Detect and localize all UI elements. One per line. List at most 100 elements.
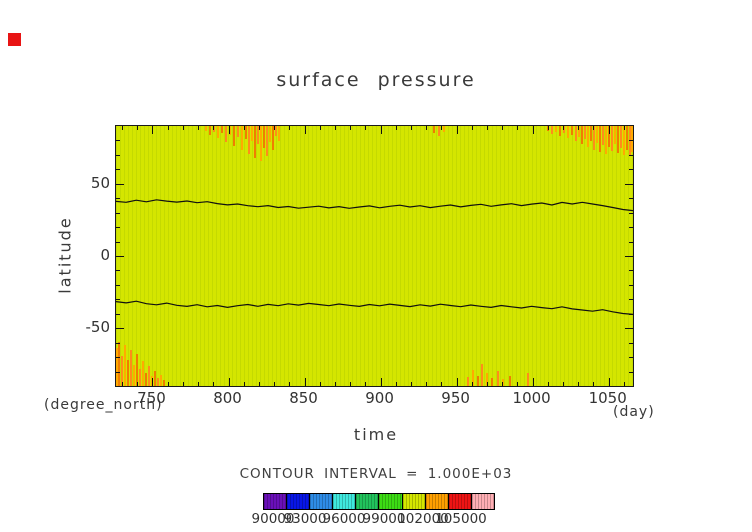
polar-streak [555, 126, 557, 132]
colorbar-label: 96000 [322, 511, 366, 527]
axis-tick-top [152, 126, 154, 134]
polar-streak [251, 126, 253, 141]
axis-tick-top [517, 126, 519, 130]
axis-tick-left [116, 183, 124, 185]
colorbar-segment [286, 494, 310, 509]
polar-streak [229, 126, 231, 135]
polar-streak [617, 126, 619, 153]
axis-tick-top [365, 126, 367, 130]
axis-tick-left [116, 284, 120, 286]
axis-tick-bottom [122, 382, 124, 386]
axis-tick-top [243, 126, 245, 130]
polar-streak [248, 126, 250, 154]
polar-streak [599, 126, 601, 152]
axis-tick-bottom [304, 378, 306, 386]
polar-streak [596, 126, 598, 143]
axis-tick-left [116, 313, 120, 315]
axis-tick-bottom [258, 382, 260, 386]
axis-tick-left [116, 371, 120, 373]
axis-tick-bottom [563, 382, 565, 386]
x-tick-label: 800 [213, 389, 242, 407]
red-indicator-square [8, 33, 21, 46]
axis-tick-top [608, 126, 610, 134]
axis-tick-bottom [532, 378, 534, 386]
axis-tick-right [629, 169, 633, 171]
axis-tick-top [198, 126, 200, 130]
axis-tick-right [625, 256, 633, 257]
polar-streak [221, 126, 223, 133]
axis-tick-bottom [334, 382, 336, 386]
axis-tick-left [116, 227, 120, 229]
polar-streak [241, 126, 243, 150]
chart-title: surface pressure [276, 69, 476, 91]
axis-tick-left [116, 212, 120, 214]
polar-streak [608, 126, 610, 147]
polar-streak [611, 126, 613, 151]
colorbar-segment [447, 494, 471, 509]
x-tick-label: 900 [365, 389, 394, 407]
axis-tick-bottom [289, 382, 291, 386]
x-axis-unit-label: (day) [613, 404, 655, 420]
axis-tick-right [629, 299, 633, 301]
polar-streak [567, 126, 569, 138]
polar-streak [631, 126, 633, 152]
axis-tick-left [116, 256, 124, 257]
axis-tick-top [426, 126, 428, 130]
axis-tick-left [116, 198, 120, 200]
axis-tick-bottom [578, 382, 580, 386]
polar-streak [614, 126, 616, 144]
colorbar-segment [332, 494, 356, 509]
polar-streak [509, 376, 511, 386]
axis-tick-bottom [380, 378, 382, 386]
polar-streak [559, 126, 561, 136]
axis-tick-top [137, 126, 139, 130]
polar-streak [602, 126, 604, 145]
y-tick-label: 0 [100, 246, 110, 264]
axis-tick-top [350, 126, 352, 130]
polar-streak [127, 360, 129, 386]
axis-tick-top [532, 126, 534, 134]
colorbar-segment [401, 494, 425, 509]
polar-streak [121, 356, 123, 386]
axis-tick-bottom [228, 378, 230, 386]
x-tick-label: 750 [137, 389, 166, 407]
axis-tick-bottom [365, 382, 367, 386]
axis-tick-right [629, 227, 633, 229]
colorbar-label: 93000 [283, 511, 327, 527]
polar-streak [491, 378, 493, 386]
x-tick-label: 1000 [512, 389, 551, 407]
axis-tick-left [116, 328, 124, 330]
polar-streak [275, 126, 277, 136]
polar-streak [443, 126, 445, 132]
polar-streak [237, 126, 239, 137]
axis-tick-bottom [593, 382, 595, 386]
polar-streak [209, 126, 211, 135]
axis-tick-top [334, 126, 336, 130]
polar-streak [477, 376, 479, 386]
polar-streak [626, 126, 628, 150]
axis-tick-bottom [623, 382, 625, 386]
polar-streak [130, 350, 132, 386]
axis-tick-left [116, 241, 120, 243]
axis-tick-bottom [213, 382, 215, 386]
polar-streak [118, 342, 120, 386]
axis-tick-right [629, 342, 633, 344]
polar-streak [278, 126, 280, 141]
axis-tick-top [395, 126, 397, 130]
polar-streak [486, 373, 488, 386]
axis-tick-top [182, 126, 184, 130]
axis-tick-bottom [167, 382, 169, 386]
polar-streak [584, 126, 586, 139]
colorbar [263, 493, 495, 510]
axis-tick-top [319, 126, 321, 130]
polar-streak [116, 348, 118, 386]
axis-tick-right [629, 241, 633, 243]
axis-tick-bottom [441, 382, 443, 386]
polar-streak [269, 126, 271, 142]
polar-streak [481, 364, 483, 386]
axis-tick-right [629, 212, 633, 214]
axis-tick-bottom [137, 382, 139, 386]
polar-streak [124, 345, 126, 386]
axis-tick-bottom [319, 382, 321, 386]
axis-tick-bottom [410, 382, 412, 386]
